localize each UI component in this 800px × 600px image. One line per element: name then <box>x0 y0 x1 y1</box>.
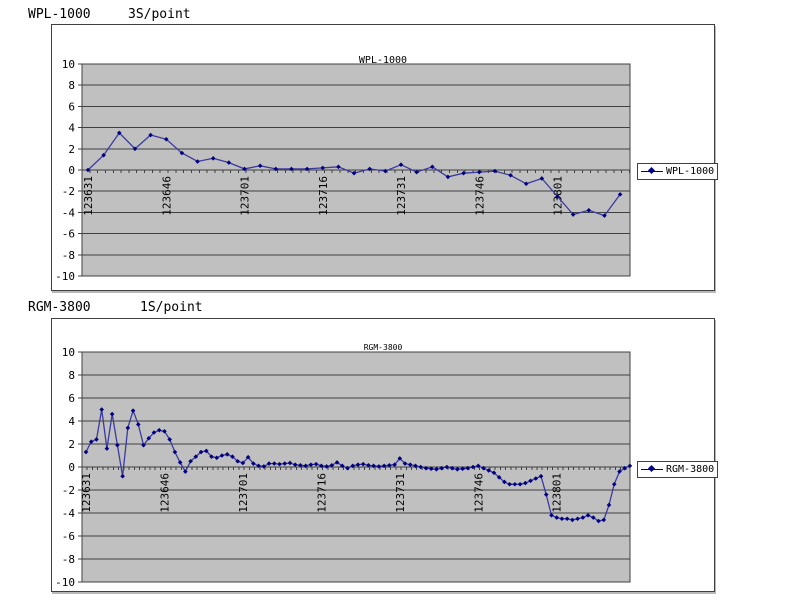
y-axis-label: -2 <box>62 484 75 497</box>
y-axis-label: -10 <box>55 576 75 589</box>
rgm-3800-chart: RGM-3800 10 8 6 4 2 0 -2 -4 -6 -8 -10 123631 123646 1… <box>51 318 719 592</box>
y-axis-label: 8 <box>68 369 75 382</box>
y-axis-label: 6 <box>68 392 75 405</box>
x-axis-label: 123746 <box>472 473 485 513</box>
x-axis-label: 123731 <box>395 176 408 216</box>
x-axis-label: 123716 <box>315 473 328 513</box>
y-axis-label: -10 <box>55 270 75 283</box>
wpl-chart-title: WPL-1000 <box>358 55 408 66</box>
x-axis-label: 123746 <box>473 176 486 216</box>
y-axis-label: 4 <box>68 415 75 428</box>
y-axis-label: -4 <box>62 206 76 219</box>
x-axis-label: 123731 <box>394 473 407 513</box>
y-axis-label: 6 <box>68 100 75 113</box>
wpl-legend-marker-icon <box>641 166 663 175</box>
y-axis-label: 10 <box>62 58 75 71</box>
wpl-header-label: WPL-1000 <box>28 7 91 22</box>
y-axis-label: -8 <box>62 553 75 566</box>
x-axis-label: 123646 <box>158 473 171 513</box>
rgm-plot-area: 10 8 6 4 2 0 -2 -4 -6 -8 -10 123631 123646 123701 1237… <box>55 346 633 589</box>
y-axis-label: 2 <box>68 143 75 156</box>
rgm-legend-label: RGM-3800 <box>666 464 715 475</box>
rgm-header-label: RGM-3800 <box>28 300 91 315</box>
x-axis-label: 123701 <box>239 176 252 216</box>
rgm-chart-title: RGM-3800 <box>363 343 403 352</box>
x-axis-label: 123631 <box>80 473 93 513</box>
y-axis-label: 10 <box>62 346 75 359</box>
y-axis-label: 0 <box>68 461 75 474</box>
rgm-rate-label: 1S/point <box>140 300 203 315</box>
y-axis-label: -6 <box>62 530 75 543</box>
x-axis-label: 123801 <box>551 473 564 513</box>
y-axis-label: 8 <box>68 79 75 92</box>
wpl-1000-chart: WPL-1000 10 8 6 4 2 0 -2 -4 -6 -8 -10 123631 123646 1… <box>51 24 719 291</box>
y-axis-label: 0 <box>68 164 75 177</box>
x-axis-label: 123646 <box>160 176 173 216</box>
wpl-legend: WPL-1000 <box>637 163 719 180</box>
y-axis-label: -4 <box>62 507 76 520</box>
wpl-legend-label: WPL-1000 <box>666 166 715 177</box>
y-axis-label: 2 <box>68 438 75 451</box>
x-axis-label: 123631 <box>82 176 95 216</box>
y-axis-label: -8 <box>62 249 75 262</box>
y-axis-label: -6 <box>62 228 75 241</box>
y-axis-label: -2 <box>62 185 75 198</box>
rgm-legend: RGM-3800 <box>637 461 719 478</box>
rgm-legend-marker-icon <box>641 464 663 473</box>
wpl-rate-label: 3S/point <box>128 7 191 22</box>
x-axis-label: 123701 <box>237 473 250 513</box>
y-axis-label: 4 <box>68 122 75 135</box>
wpl-plot-area: 10 8 6 4 2 0 -2 -4 -6 -8 -10 123631 123646 123701 1237… <box>55 58 631 283</box>
x-axis-label: 123716 <box>317 176 330 216</box>
